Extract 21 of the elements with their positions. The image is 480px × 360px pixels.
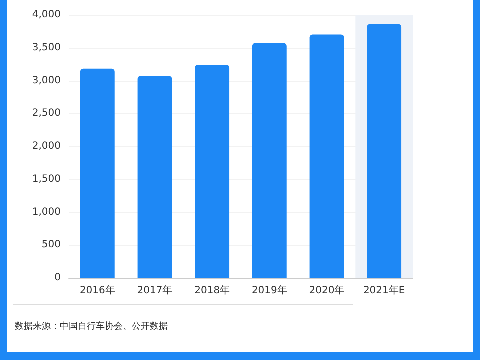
- bar: [195, 64, 230, 278]
- x-tick-label: 2020年: [309, 284, 345, 296]
- x-tick-label: 2018年: [194, 284, 230, 296]
- x-tick-label: 2016年: [80, 284, 116, 296]
- y-tick-label: 1,000: [32, 206, 61, 218]
- y-tick-label: 3,000: [32, 75, 61, 86]
- y-tick-label: 500: [42, 240, 61, 251]
- x-tick-label: 2021年E: [363, 284, 406, 296]
- x-tick-label: 2017年: [137, 284, 173, 296]
- y-tick-label: 4,000: [32, 10, 61, 20]
- x-tick-label: 2019年: [252, 284, 288, 296]
- bar: [252, 43, 287, 278]
- y-tick-label: 3,500: [32, 42, 61, 54]
- bar: [80, 68, 115, 278]
- y-tick-label: 2,000: [32, 141, 61, 152]
- y-tick-label: 1,500: [32, 174, 61, 185]
- source-note: 数据来源：中国自行车协会、公开数据: [15, 320, 168, 333]
- bar: [310, 34, 344, 278]
- bar: [138, 76, 172, 278]
- y-tick-label: 2,500: [32, 108, 61, 120]
- y-tick-label: 0: [54, 272, 61, 284]
